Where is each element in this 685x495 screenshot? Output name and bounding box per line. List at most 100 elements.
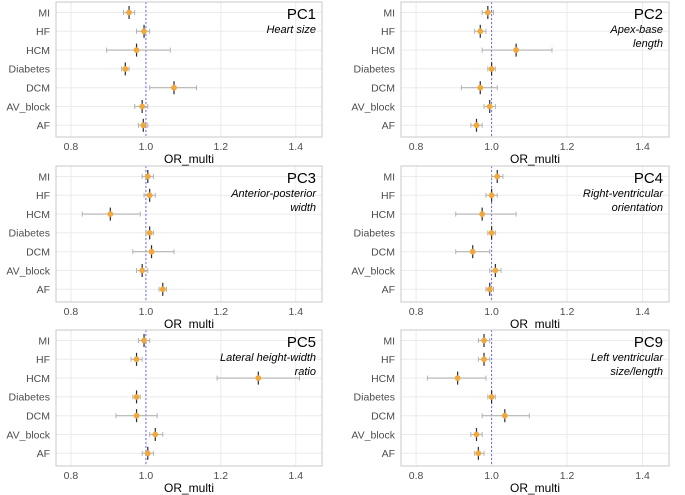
estimate-point	[141, 28, 147, 35]
estimate-point	[159, 286, 166, 293]
x-tick-label: 1.2	[560, 141, 575, 153]
estimate-point	[454, 375, 461, 381]
category-label: HCM	[26, 45, 50, 57]
estimate-point	[107, 211, 114, 218]
panel-border	[400, 329, 670, 467]
x-tick-label: 0.8	[409, 470, 424, 482]
panel-subtitle: size/length	[610, 366, 663, 378]
estimate-point	[479, 211, 486, 218]
category-label: HCM	[26, 373, 50, 385]
category-label: AF	[37, 448, 50, 460]
panel-pc2: MI HF HCM Diabetes DCM AV_block AF 0.8 1.0 1.2 1.4…	[351, 1, 670, 166]
estimate-point	[133, 412, 140, 419]
estimate-point	[488, 66, 495, 72]
category-label: DCM	[371, 83, 395, 95]
category-label: HCM	[371, 373, 395, 385]
estimate-point	[477, 28, 484, 35]
category-label: AF	[382, 284, 395, 296]
panel-subtitle: Anterior-posterior	[230, 188, 317, 200]
panel-subtitle: ratio	[295, 366, 316, 378]
category-label: HCM	[371, 209, 395, 221]
category-label: HF	[381, 354, 395, 366]
category-label: HF	[381, 26, 395, 38]
x-tick-label: 1.2	[560, 306, 575, 318]
estimate-point	[122, 66, 129, 72]
category-label: AF	[37, 120, 50, 132]
panel-border	[55, 329, 323, 467]
panel-background	[401, 2, 669, 137]
category-label: Diabetes	[9, 64, 50, 76]
estimate-point	[501, 412, 508, 419]
category-label: HF	[36, 190, 50, 202]
category-label: MI	[38, 7, 50, 19]
estimate-point	[494, 173, 501, 180]
panel-title: PC4	[634, 170, 663, 187]
estimate-point	[139, 267, 146, 274]
x-axis-title: OR_multi	[510, 152, 560, 166]
panel-title: PC9	[634, 334, 663, 351]
panel-title: PC1	[287, 6, 316, 23]
estimate-point	[146, 230, 153, 236]
panel-background	[401, 166, 669, 302]
x-tick-label: 0.8	[64, 306, 79, 318]
x-tick-label: 0.8	[64, 141, 79, 153]
ci-errorbar	[455, 211, 517, 217]
category-label: MI	[383, 171, 395, 183]
estimate-point	[477, 84, 484, 91]
x-tick-label: 1.4	[635, 141, 650, 153]
category-label: DCM	[26, 247, 50, 259]
category-label: HF	[381, 190, 395, 202]
estimate-point	[488, 394, 495, 400]
x-tick-label: 1.0	[139, 470, 154, 482]
x-tick-label: 1.4	[635, 306, 650, 318]
estimate-point	[171, 84, 177, 91]
x-tick-label: 1.0	[139, 306, 154, 318]
x-axis-title: OR_multi	[510, 481, 560, 495]
estimate-point	[152, 431, 159, 438]
estimate-point	[148, 248, 155, 255]
category-label: DCM	[26, 83, 50, 95]
category-label: DCM	[371, 411, 395, 423]
estimate-point	[255, 375, 262, 381]
x-axis-title: OR_multi	[510, 317, 560, 331]
x-tick-label: 0.8	[64, 470, 79, 482]
estimate-point	[141, 337, 147, 344]
x-axis-title: OR_multi	[164, 152, 214, 166]
estimate-point	[484, 9, 491, 16]
estimate-point	[146, 192, 153, 199]
category-label: AF	[382, 448, 395, 460]
panel-subtitle: Left ventricular	[591, 352, 664, 364]
category-label: HCM	[26, 209, 50, 221]
panel-subtitle: orientation	[612, 202, 663, 214]
panel-pc5: MI HF HCM Diabetes DCM AV_block AF 0.8 1.0 1.2 1.4…	[6, 329, 323, 495]
panel-subtitle: Lateral height-width	[220, 352, 316, 364]
estimate-point	[492, 267, 499, 274]
x-tick-label: 1.4	[288, 141, 303, 153]
estimate-point	[473, 431, 480, 438]
panel-pc9: MI HF HCM Diabetes DCM AV_block AF 0.8 1.0 1.2 1.4…	[351, 329, 670, 495]
x-tick-label: 1.2	[560, 470, 575, 482]
panel-title: PC2	[634, 6, 663, 23]
panel-border	[400, 1, 670, 138]
category-label: AF	[37, 284, 50, 296]
category-label: Diabetes	[9, 228, 50, 240]
x-tick-label: 0.8	[409, 306, 424, 318]
estimate-point	[469, 248, 476, 255]
category-label: AV_block	[351, 429, 395, 441]
panel-pc4: MI HF HCM Diabetes DCM AV_block AF 0.8 1.0 1.2 1.4…	[351, 165, 670, 331]
x-tick-label: 1.2	[214, 141, 229, 153]
x-tick-label: 1.0	[484, 470, 499, 482]
category-label: HF	[36, 354, 50, 366]
panel-background	[56, 166, 322, 302]
estimate-point	[475, 450, 482, 457]
x-tick-label: 1.0	[139, 141, 154, 153]
panel-border	[55, 1, 323, 138]
panel-subtitle: Apex-base	[609, 24, 663, 36]
estimate-point	[486, 103, 493, 110]
category-label: Diabetes	[9, 392, 50, 404]
x-axis-title: OR_multi	[164, 317, 214, 331]
panel-subtitle: width	[290, 202, 316, 214]
category-label: AV_block	[6, 101, 50, 113]
category-label: MI	[383, 335, 395, 347]
estimate-point	[144, 450, 151, 457]
